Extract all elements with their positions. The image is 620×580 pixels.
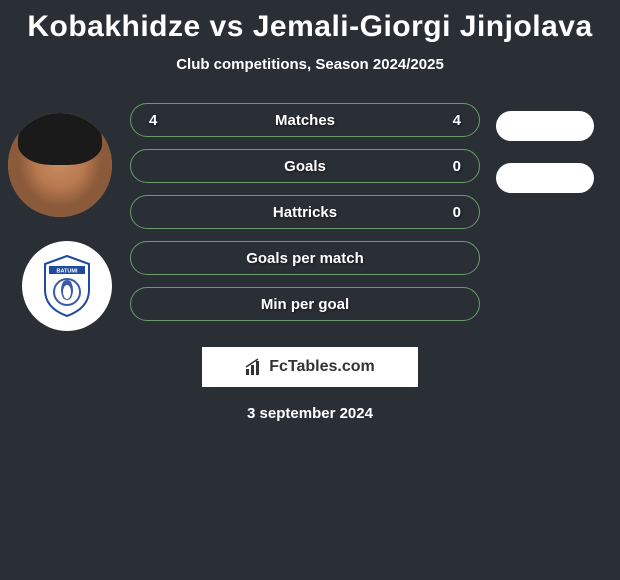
right-column bbox=[496, 103, 606, 215]
site-name: FcTables.com bbox=[269, 358, 375, 376]
stat-right-value: 0 bbox=[453, 204, 461, 221]
blank-oval bbox=[496, 111, 594, 141]
stat-row-goals: Goals 0 bbox=[130, 149, 480, 183]
stat-left-value: 4 bbox=[149, 112, 157, 129]
stat-row-hattricks: Hattricks 0 bbox=[130, 195, 480, 229]
chart-icon bbox=[245, 358, 263, 376]
stat-label: Goals bbox=[284, 158, 326, 175]
stat-label: Min per goal bbox=[261, 296, 349, 313]
stat-row-matches: 4 Matches 4 bbox=[130, 103, 480, 137]
player-avatar bbox=[8, 113, 112, 217]
stat-right-value: 0 bbox=[453, 158, 461, 175]
site-logo: FcTables.com bbox=[202, 347, 418, 387]
blank-oval bbox=[496, 163, 594, 193]
stat-right-value: 4 bbox=[453, 112, 461, 129]
team-badge: BATUMI bbox=[22, 241, 112, 331]
stat-label: Matches bbox=[275, 112, 335, 129]
subtitle: Club competitions, Season 2024/2025 bbox=[0, 56, 620, 73]
stat-row-goals-per-match: Goals per match bbox=[130, 241, 480, 275]
stat-label: Hattricks bbox=[273, 204, 337, 221]
stat-label: Goals per match bbox=[246, 250, 364, 267]
svg-text:BATUMI: BATUMI bbox=[57, 269, 78, 275]
stat-row-min-per-goal: Min per goal bbox=[130, 287, 480, 321]
page-title: Kobakhidze vs Jemali-Giorgi Jinjolava bbox=[0, 10, 620, 44]
stats-area: BATUMI 4 Matches 4 Goals 0 bbox=[0, 103, 620, 333]
footer-date: 3 september 2024 bbox=[0, 405, 620, 422]
